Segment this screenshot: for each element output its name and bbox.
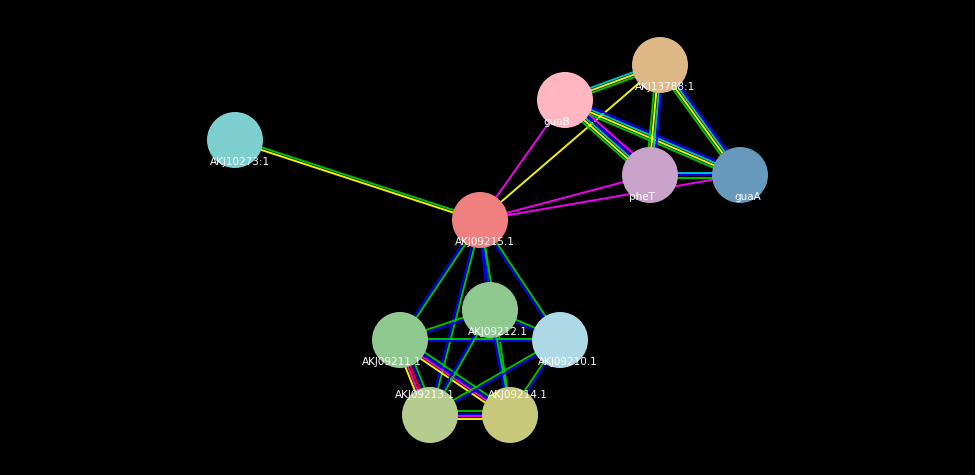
Circle shape bbox=[632, 37, 688, 93]
Circle shape bbox=[372, 312, 428, 368]
Text: pheT: pheT bbox=[629, 192, 655, 202]
Text: AKJ09211.1: AKJ09211.1 bbox=[362, 357, 422, 367]
Circle shape bbox=[482, 387, 538, 443]
Text: AKJ09210.1: AKJ09210.1 bbox=[538, 357, 598, 367]
Circle shape bbox=[402, 387, 458, 443]
Text: guaA: guaA bbox=[734, 192, 761, 202]
Text: AKJ09214.1: AKJ09214.1 bbox=[488, 390, 548, 400]
Text: AKJ09215.1: AKJ09215.1 bbox=[455, 237, 515, 247]
Circle shape bbox=[207, 112, 263, 168]
Circle shape bbox=[712, 147, 768, 203]
Text: AKJ10273:1: AKJ10273:1 bbox=[210, 157, 270, 167]
Circle shape bbox=[537, 72, 593, 128]
Circle shape bbox=[462, 282, 518, 338]
Text: AKJ09212.1: AKJ09212.1 bbox=[468, 327, 527, 337]
Circle shape bbox=[532, 312, 588, 368]
Text: AKJ13788:1: AKJ13788:1 bbox=[635, 82, 695, 92]
Text: guaB: guaB bbox=[544, 117, 570, 127]
Text: AKJ09213.1: AKJ09213.1 bbox=[395, 390, 455, 400]
Circle shape bbox=[452, 192, 508, 248]
Circle shape bbox=[622, 147, 678, 203]
